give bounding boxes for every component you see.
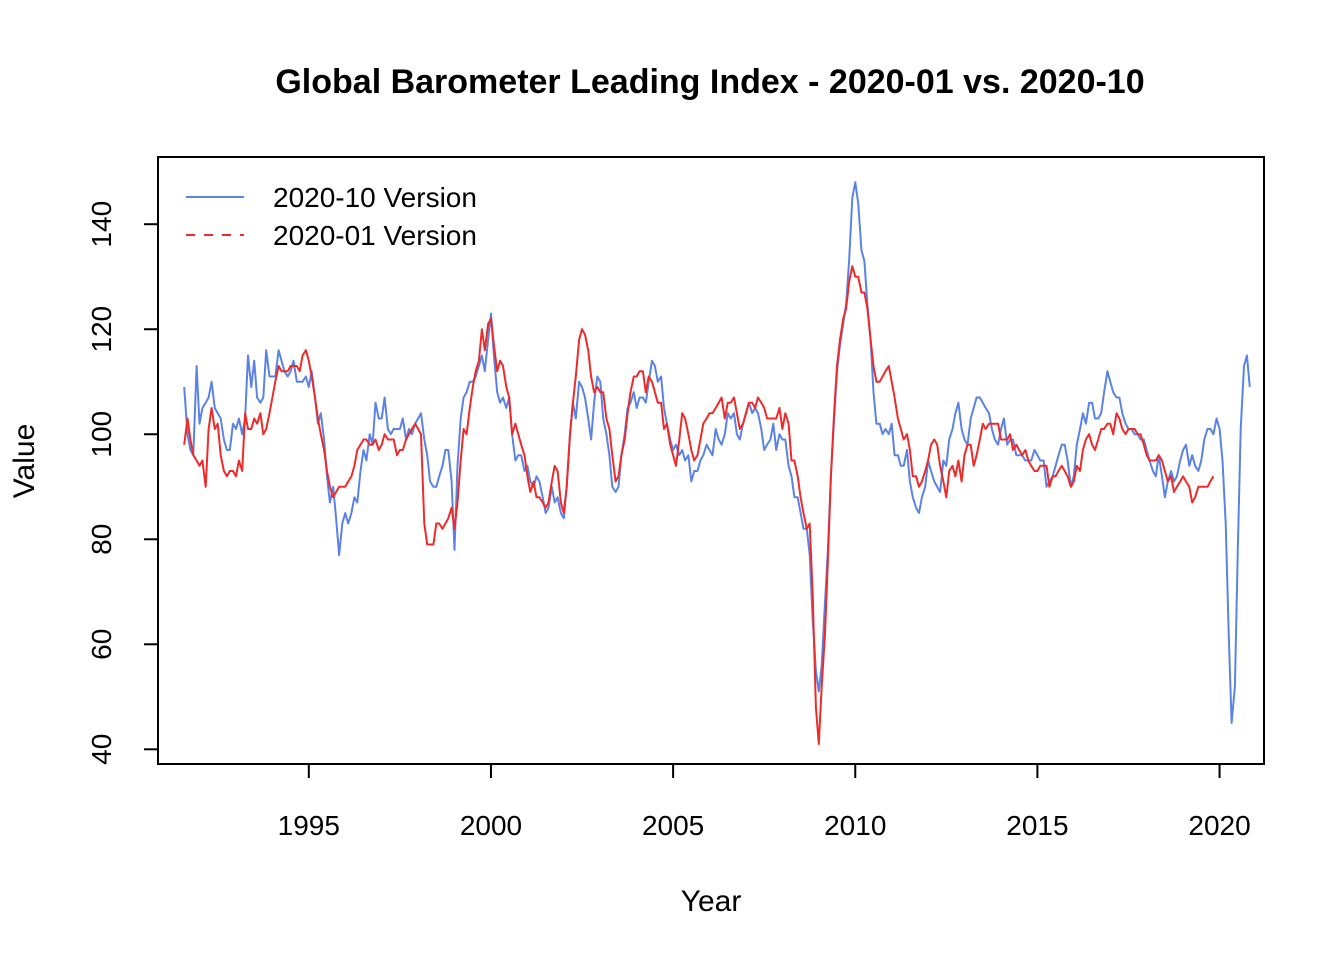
legend-label-2: 2020-01 Version [273,220,477,251]
x-tick-label-2000: 2000 [460,810,522,841]
y-tick-label-140: 140 [86,201,117,248]
x-tick-label-2015: 2015 [1006,810,1068,841]
y-tick-label-60: 60 [86,629,117,660]
y-axis: 40 60 80 100 120 140 [86,201,159,765]
x-tick-label-1995: 1995 [278,810,340,841]
series-line-1 [183,181,1251,724]
y-axis-title: Value [8,424,41,499]
y-tick-label-100: 100 [86,411,117,458]
x-tick-label-2020: 2020 [1188,810,1250,841]
legend: 2020-10 Version 2020-01 Version [186,182,477,251]
y-tick-label-80: 80 [86,524,117,555]
x-tick-label-2010: 2010 [824,810,886,841]
x-axis-title: Year [681,885,742,918]
x-tick-label-2005: 2005 [642,810,704,841]
legend-label-1: 2020-10 Version [273,182,477,213]
x-axis: 1995 2000 2005 2010 2015 2020 [278,763,1251,841]
y-tick-label-120: 120 [86,306,117,353]
chart-title: Global Barometer Leading Index - 2020-01… [275,63,1144,101]
y-tick-label-40: 40 [86,734,117,765]
series-layer [183,181,1251,745]
series-line-2 [183,265,1215,745]
